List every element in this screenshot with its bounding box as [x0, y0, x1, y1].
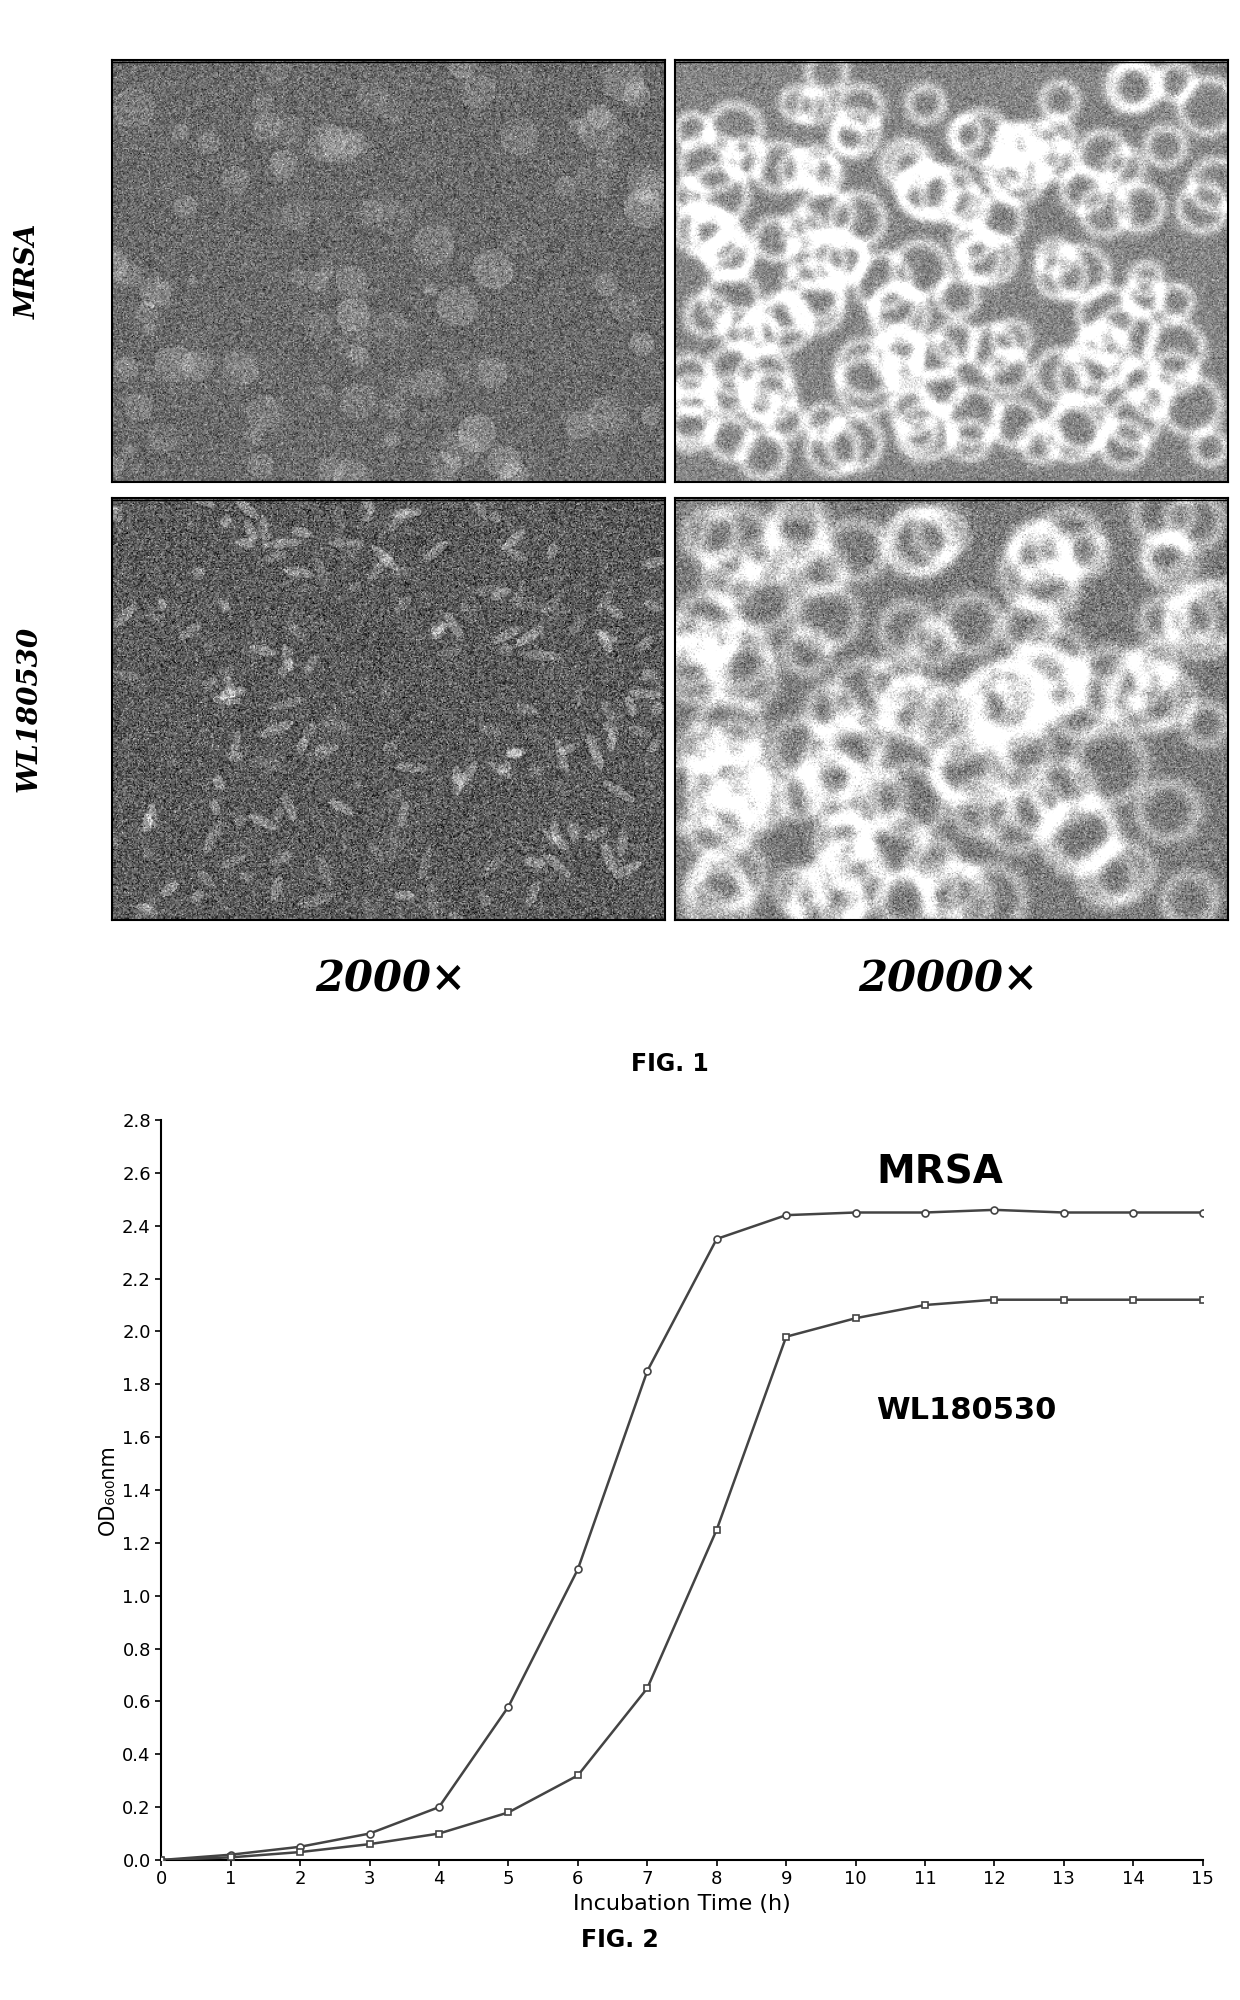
X-axis label: Incubation Time (h): Incubation Time (h)	[573, 1894, 791, 1914]
Text: WL180530: WL180530	[877, 1396, 1056, 1426]
Text: FIG. 2: FIG. 2	[582, 1928, 658, 1952]
Y-axis label: OD₆₀₀nm: OD₆₀₀nm	[98, 1444, 118, 1536]
Text: MRSA: MRSA	[15, 224, 42, 318]
Text: 20000×: 20000×	[858, 960, 1039, 1000]
Text: 2000×: 2000×	[315, 960, 466, 1000]
Text: WL180530: WL180530	[15, 626, 42, 792]
Text: MRSA: MRSA	[877, 1154, 1003, 1192]
Text: FIG. 1: FIG. 1	[631, 1052, 708, 1076]
